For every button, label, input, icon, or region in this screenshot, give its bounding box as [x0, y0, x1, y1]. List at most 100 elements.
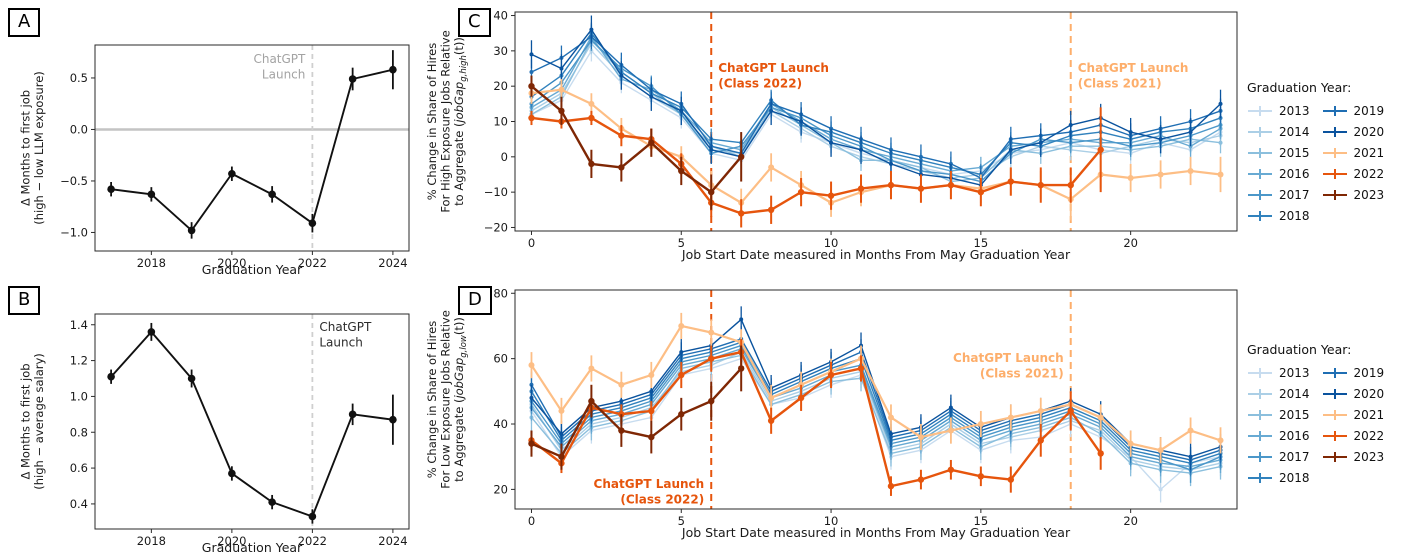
x-axis: 0 5 10 15 20	[528, 509, 1138, 528]
series-delta-months-high-minus-average-salary	[107, 322, 397, 524]
errorbar-marker-icon	[1248, 211, 1272, 221]
legend-item-2015: 2015	[1247, 146, 1310, 160]
series-2021	[528, 312, 1224, 464]
errorbar-marker-icon	[1322, 368, 1347, 378]
errorbar-marker-icon	[1248, 410, 1272, 420]
y-axis-label: Δ Months to first job	[19, 90, 33, 206]
x-tick-label: 15	[974, 236, 989, 250]
plot-border	[514, 11, 1238, 232]
y-axis: −20 −10 0 10 20 30 40	[484, 9, 515, 234]
legend-year-label: 2022	[1353, 429, 1385, 443]
legend-title: Graduation Year:	[1247, 80, 1352, 95]
legend-item-2018: 2018	[1247, 209, 1310, 223]
legend-year-label: 2016	[1279, 429, 1310, 443]
errorbar-marker-icon	[1248, 368, 1272, 378]
series-2019	[529, 24, 1223, 191]
vline-annotation: ChatGPT Launch	[953, 351, 1064, 365]
plot-border	[94, 44, 410, 252]
legend-item-2016: 2016	[1247, 167, 1310, 181]
plot-border	[94, 313, 410, 530]
legend-year-label: 2015	[1279, 146, 1310, 160]
plot-border	[514, 289, 1238, 510]
legend-item-2014: 2014	[1247, 387, 1310, 401]
vline-annotation: ChatGPT Launch	[594, 477, 705, 491]
vline-annotation: ChatGPT	[253, 52, 306, 66]
x-tick-label: 10	[824, 236, 839, 250]
x-axis: 2018 2020 2022 2024	[137, 251, 408, 270]
x-tick-label: 2024	[378, 534, 407, 548]
y-axis-label: For Low Exposure Jobs Relative	[439, 310, 453, 489]
legend-year-label: 2013	[1279, 366, 1310, 380]
panel-c-chart: 0 5 10 15 20 −20 −10 0 10 20 30 40 Job Start Date me…	[425, 9, 1238, 262]
legend-title: Graduation Year:	[1247, 342, 1352, 357]
legend-item-2013: 2013	[1247, 366, 1310, 380]
panel-b-chart: 2018 2020 2022 2024 0.4 0.6 0.8 1.0 1.2 1.4 Gradua…	[19, 313, 410, 555]
y-tick-label: −20	[484, 220, 508, 234]
legend-item-2014: 2014	[1247, 125, 1310, 139]
y-tick-label: 0.4	[70, 497, 88, 511]
panel-label-b: B	[8, 286, 41, 315]
x-tick-label: 20	[1123, 514, 1138, 528]
vline-annotation: ChatGPT Launch	[1078, 61, 1189, 75]
y-axis: 0.4 0.6 0.8 1.0 1.2 1.4	[70, 318, 95, 511]
errorbar-marker-icon	[1248, 148, 1272, 158]
y-tick-label: 10	[493, 115, 508, 129]
legend-column: 2019 2020 2021 2022 2023	[1322, 104, 1385, 223]
legend-year-label: 2014	[1279, 387, 1310, 401]
y-tick-label: 0.8	[70, 425, 88, 439]
panel-label-d: D	[458, 286, 492, 315]
legend-year-label: 2017	[1279, 188, 1310, 202]
errorbar-marker-icon	[1322, 127, 1347, 137]
y-tick-label: 0.6	[70, 461, 88, 475]
y-tick-label: 0.0	[70, 122, 88, 136]
legend-year-label: 2016	[1279, 167, 1310, 181]
x-axis: 2018 2020 2022 2024	[137, 529, 408, 548]
series-delta-months-high-minus-low-llm-exposure	[107, 50, 397, 239]
errorbar-marker-icon	[1322, 389, 1347, 399]
y-tick-label: 30	[493, 44, 508, 58]
y-axis: −1.0 −0.5 0.0 0.5	[60, 71, 95, 239]
y-tick-label: 1.0	[70, 389, 88, 403]
legend-year-label: 2022	[1353, 167, 1385, 181]
errorbar-marker-icon	[1248, 473, 1272, 483]
legend-item-2022: 2022	[1322, 429, 1385, 443]
legend-year-label: 2020	[1353, 125, 1385, 139]
x-axis-label: Job Start Date measured in Months From M…	[681, 525, 1071, 540]
vline-annotation: Launch	[319, 336, 362, 350]
legend-year-label: 2023	[1353, 188, 1385, 202]
legend-item-2023: 2023	[1322, 450, 1384, 464]
legend-year-label: 2019	[1353, 104, 1385, 118]
legend-item-2017: 2017	[1247, 450, 1310, 464]
y-axis-label: (high − average salary)	[32, 353, 46, 490]
vline-annotation: (Class 2022)	[718, 77, 802, 91]
x-tick-label: 2020	[217, 256, 246, 270]
panel-label-a: A	[8, 8, 41, 37]
y-tick-label: 20	[493, 79, 508, 93]
vline-annotation: ChatGPT	[319, 320, 372, 334]
x-tick-label: 2018	[137, 256, 166, 270]
y-tick-label: 20	[493, 482, 508, 496]
legend-year-label: 2019	[1353, 366, 1385, 380]
errorbar-marker-icon	[1248, 169, 1272, 179]
errorbar-marker-icon	[1248, 127, 1272, 137]
legend-year-label: 2013	[1279, 104, 1310, 118]
series-2023	[528, 345, 745, 470]
vline-annotation: ChatGPT Launch	[718, 61, 829, 75]
panel-a-chart: 2018 2020 2022 2024 −1.0 −0.5 0.0 0.5 Graduation…	[19, 44, 410, 277]
y-axis: 20 40 60 80	[493, 286, 515, 496]
y-tick-label: 0.5	[70, 71, 88, 85]
y-axis-label: (high − low LLM exposure)	[32, 71, 46, 225]
legend-item-2021: 2021	[1322, 408, 1384, 422]
x-tick-label: 2022	[298, 534, 327, 548]
x-axis-label: Job Start Date measured in Months From M…	[681, 247, 1071, 262]
legend-columns: 2013 2014 2015 2016 2017 2018 2019 2020 2021 2022…	[1247, 366, 1411, 485]
legend-item-2019: 2019	[1322, 104, 1385, 118]
y-tick-label: 0	[501, 150, 508, 164]
vline-annotation: (Class 2021)	[1078, 77, 1162, 91]
y-tick-label: 60	[493, 352, 508, 366]
errorbar-marker-icon	[1248, 452, 1272, 462]
errorbar-marker-icon	[1322, 106, 1347, 116]
x-axis-label: Graduation Year	[202, 262, 303, 277]
y-axis-label: to Aggregate (jobGapg,low(t))	[452, 317, 469, 482]
